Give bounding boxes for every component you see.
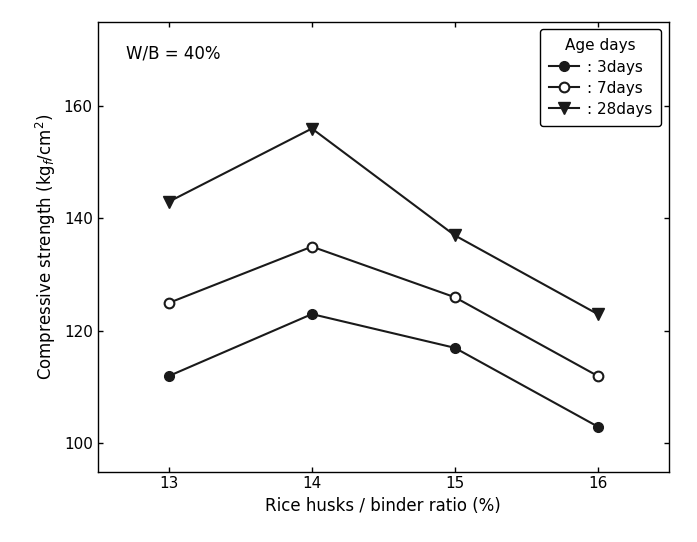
Line: : 3days: : 3days	[164, 309, 602, 431]
Line: : 7days: : 7days	[164, 242, 602, 381]
: 7days: (14, 135): 7days: (14, 135)	[307, 243, 316, 250]
: 3days: (16, 103): 3days: (16, 103)	[593, 423, 602, 430]
: 3days: (14, 123): 3days: (14, 123)	[307, 311, 316, 318]
: 28days: (15, 137): 28days: (15, 137)	[450, 232, 459, 238]
: 3days: (13, 112): 3days: (13, 112)	[164, 373, 173, 379]
: 28days: (13, 143): 28days: (13, 143)	[164, 198, 173, 205]
: 7days: (13, 125): 7days: (13, 125)	[164, 300, 173, 306]
X-axis label: Rice husks / binder ratio (%): Rice husks / binder ratio (%)	[266, 497, 501, 515]
Text: W/B = 40%: W/B = 40%	[126, 44, 221, 62]
: 28days: (14, 156): 28days: (14, 156)	[307, 125, 316, 132]
: 3days: (15, 117): 3days: (15, 117)	[450, 345, 459, 351]
: 28days: (16, 123): 28days: (16, 123)	[593, 311, 602, 318]
: 7days: (16, 112): 7days: (16, 112)	[593, 373, 602, 379]
Line: : 28days: : 28days	[163, 122, 604, 320]
Legend: : 3days, : 7days, : 28days: : 3days, : 7days, : 28days	[539, 29, 661, 126]
: 7days: (15, 126): 7days: (15, 126)	[450, 294, 459, 300]
Y-axis label: Compressive strength (kg$_f$/cm$^2$): Compressive strength (kg$_f$/cm$^2$)	[34, 114, 58, 379]
